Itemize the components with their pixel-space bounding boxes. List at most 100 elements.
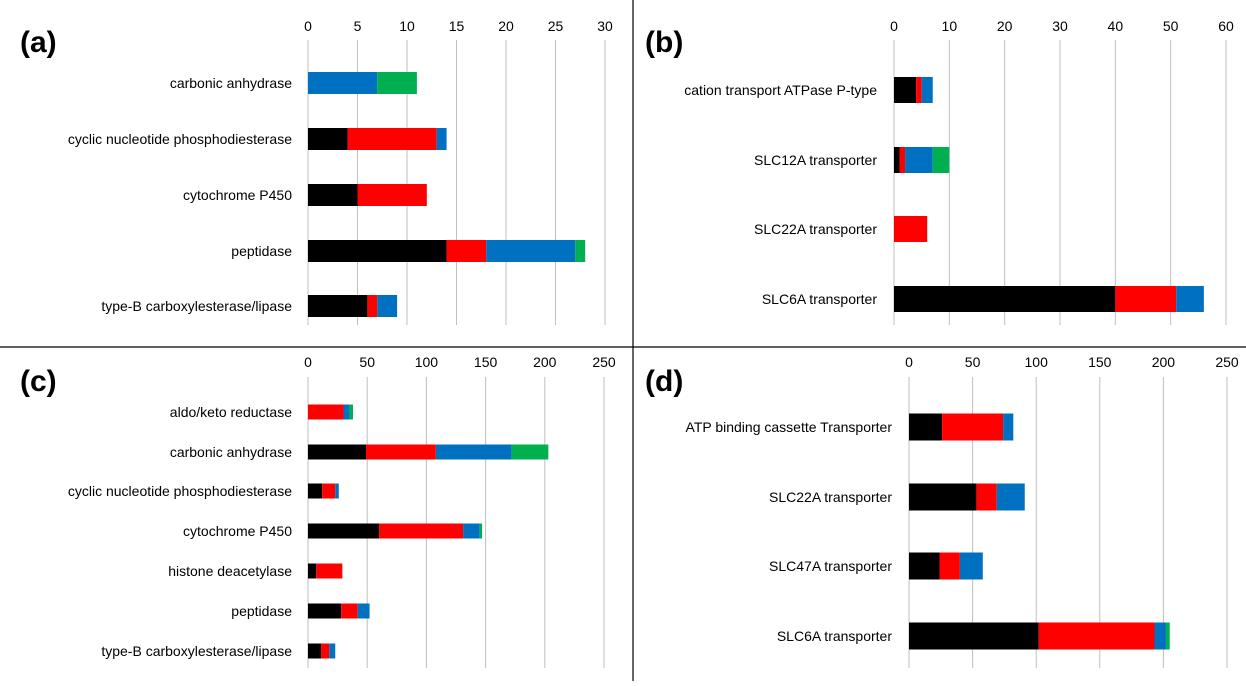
bar-segment (308, 604, 341, 619)
x-tick-label: 10 (942, 18, 958, 34)
category-label: cytochrome P450 (183, 523, 292, 539)
bar-segment (366, 445, 436, 460)
bar-segment (894, 77, 916, 103)
x-tick-label: 5 (354, 18, 362, 34)
bar-segment (922, 77, 933, 103)
bar-segment (308, 72, 377, 94)
category-label: SLC6A transporter (762, 291, 878, 307)
category-label: cation transport ATPase P-type (684, 82, 877, 98)
bar-segment (329, 644, 335, 659)
category-label: carbonic anhydrase (170, 75, 292, 91)
bar-segment (976, 484, 996, 511)
bar-segment (480, 524, 482, 539)
category-label: carbonic anhydrase (170, 444, 292, 460)
bar-segment (997, 484, 1025, 511)
category-label: histone deacetylase (168, 563, 292, 579)
x-tick-label: 50 (1163, 18, 1179, 34)
x-tick-label: 200 (533, 354, 557, 370)
bar-segment (894, 286, 1115, 312)
bar-segment (377, 72, 417, 94)
category-label: aldo/keto reductase (170, 404, 292, 420)
bar-segment (1039, 623, 1155, 650)
bar-segment (933, 147, 950, 173)
x-tick-label: 50 (359, 354, 375, 370)
category-label: SLC12A transporter (754, 152, 877, 168)
x-tick-label: 100 (1025, 354, 1049, 370)
panel-label: (c) (20, 365, 57, 398)
bar-segment (308, 128, 348, 150)
bar-segment (960, 553, 983, 580)
bar-segment (894, 147, 900, 173)
bar-segment (358, 604, 370, 619)
x-tick-label: 20 (498, 18, 514, 34)
x-tick-label: 30 (597, 18, 613, 34)
x-tick-label: 0 (304, 18, 312, 34)
bar-segment (335, 484, 339, 499)
bar-segment (916, 77, 922, 103)
bar-segment (486, 240, 575, 262)
bar-segment (512, 445, 549, 460)
category-label: SLC47A transporter (769, 558, 892, 574)
bar-segment (1115, 286, 1176, 312)
x-tick-label: 60 (1218, 18, 1234, 34)
x-tick-label: 150 (474, 354, 498, 370)
panel-label: (d) (645, 365, 683, 398)
bar-segment (322, 484, 335, 499)
x-tick-label: 250 (592, 354, 616, 370)
bar-segment (308, 240, 447, 262)
x-tick-label: 200 (1152, 354, 1176, 370)
bar-segment (308, 184, 358, 206)
category-label: cyclic nucleotide phosphodiesterase (68, 483, 292, 499)
panel-label: (a) (20, 26, 57, 59)
bar-segment (308, 295, 367, 317)
bar-segment (1003, 414, 1013, 441)
bar-segment (436, 445, 512, 460)
bar-segment (1154, 623, 1165, 650)
bar-segment (447, 240, 487, 262)
bar-segment (358, 184, 427, 206)
bar-segment (894, 216, 927, 242)
bar-segment (367, 295, 377, 317)
category-label: SLC22A transporter (769, 489, 892, 505)
bar-segment (905, 147, 933, 173)
bar-segment (909, 484, 976, 511)
category-label: ATP binding cassette Transporter (686, 419, 893, 435)
x-tick-label: 10 (399, 18, 415, 34)
bar-segment (308, 484, 322, 499)
bar-segment (321, 644, 329, 659)
bar-segment (348, 128, 437, 150)
bar-segment (909, 553, 940, 580)
bar-segment (308, 564, 316, 579)
x-tick-label: 50 (965, 354, 981, 370)
category-label: cyclic nucleotide phosphodiesterase (68, 131, 292, 147)
x-tick-label: 25 (548, 18, 564, 34)
bar-segment (349, 405, 353, 420)
category-label: type-B carboxylesterase/lipase (101, 643, 292, 659)
bar-segment (316, 564, 342, 579)
x-tick-label: 20 (997, 18, 1013, 34)
bar-segment (909, 623, 1039, 650)
x-tick-label: 15 (449, 18, 465, 34)
category-label: peptidase (231, 603, 292, 619)
bar-segment (463, 524, 480, 539)
bar-segment (344, 405, 350, 420)
bar-segment (1176, 286, 1204, 312)
category-label: cytochrome P450 (183, 187, 292, 203)
bar-segment (942, 414, 1003, 441)
panel-label: (b) (645, 26, 683, 59)
x-tick-label: 0 (304, 354, 312, 370)
category-label: peptidase (231, 243, 292, 259)
bar-segment (1166, 623, 1170, 650)
x-tick-label: 250 (1215, 354, 1239, 370)
bar-segment (909, 414, 942, 441)
x-tick-label: 0 (890, 18, 898, 34)
bar-segment (308, 445, 366, 460)
bar-segment (308, 644, 321, 659)
x-tick-label: 30 (1052, 18, 1068, 34)
bar-segment (377, 295, 397, 317)
category-label: type-B carboxylesterase/lipase (101, 298, 292, 314)
bar-segment (575, 240, 585, 262)
x-tick-label: 100 (415, 354, 439, 370)
